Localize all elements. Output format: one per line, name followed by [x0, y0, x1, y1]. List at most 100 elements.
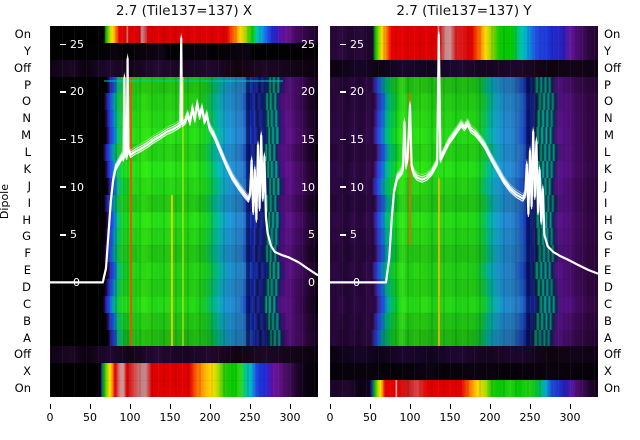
heatmap-row-off-19 — [50, 346, 318, 364]
power-tick-label: 15 — [70, 133, 84, 147]
overlay-trace — [105, 33, 268, 264]
rfi-streak — [399, 76, 405, 347]
dipole-row-label-i-10: I — [27, 195, 31, 210]
dipole-row-label-m-6: M — [21, 128, 31, 143]
overlay-trace — [388, 31, 545, 257]
power-tick-dash — [60, 138, 66, 141]
x-tick-label: 250 — [519, 411, 541, 424]
heatmap-row-off-2 — [50, 59, 318, 78]
dipole-row-label-n-5: N — [604, 111, 613, 126]
dipole-row-label-p-3: P — [604, 77, 611, 92]
dipole-tick-labels-right: On Y Off P O N M L K J I H G F E D C B A Off X On — [604, 26, 640, 397]
heatmap-row-h-11 — [330, 211, 598, 229]
power-overlay-line — [50, 33, 318, 284]
heatmap-row-h-11 — [50, 211, 318, 229]
power-tick-label: 5 — [70, 228, 77, 242]
x-axis-left-panel: 0 50 100 150 200 250 300 — [46, 397, 350, 440]
x-tick-label: 0 — [46, 411, 54, 424]
dipole-row-label-b-17: B — [604, 313, 612, 328]
x-tick-label: 200 — [479, 411, 501, 424]
x-tick-mark — [450, 404, 451, 409]
x-tick-mark — [570, 404, 571, 409]
heatmap-row-p-3 — [330, 76, 598, 95]
dipole-row-label-off-19: Off — [14, 347, 31, 362]
power-tick-label: 0 — [353, 275, 360, 289]
overlay-trace — [50, 37, 318, 284]
power-tick-dash — [340, 138, 346, 141]
x-tick-mark — [250, 404, 251, 409]
rfi-streak — [181, 76, 184, 347]
heatmap-panel-y-pol: 25 20 15 10 5 0 — [330, 26, 598, 397]
x-tick-label: 150 — [159, 411, 181, 424]
x-tick-mark — [130, 404, 131, 409]
dipole-row-label-j-9: J — [27, 178, 31, 193]
heatmap-row-m-6 — [330, 127, 598, 145]
dipole-row-label-g-12: G — [22, 229, 31, 244]
heatmap-row-c-16 — [330, 295, 598, 314]
heatmap-row-f-13 — [50, 245, 318, 263]
overlay-trace — [388, 36, 545, 262]
x-tick-mark — [410, 404, 411, 409]
heatmap-row-b-17 — [330, 312, 598, 331]
dipole-row-label-on-21: On — [604, 381, 621, 396]
heatmap-row-on-0 — [330, 26, 598, 44]
dipole-row-label-on-0: On — [14, 27, 31, 41]
heatmap-row-on-21 — [50, 380, 318, 397]
heatmap-row-l-7 — [50, 144, 318, 162]
power-tick-dash — [60, 186, 66, 188]
power-tick-label-right: 15 — [301, 133, 315, 147]
panel-y-title: 2.7 (Tile137=137) Y — [396, 3, 532, 19]
x-tick-label: 100 — [119, 411, 141, 424]
rfi-streak — [245, 76, 250, 347]
power-tick-label-right: 10 — [301, 180, 315, 194]
dipole-row-label-p-3: P — [24, 77, 31, 92]
dipole-row-label-c-16: C — [604, 296, 613, 311]
dipole-row-label-f-13: F — [24, 246, 31, 261]
heatmap-panel-x-pol: 25 25 20 20 15 15 10 10 5 5 0 0 — [50, 26, 318, 397]
heatmap-row-a-18 — [330, 329, 598, 347]
x-tick-mark — [170, 404, 171, 409]
x-tick-mark — [210, 404, 211, 409]
x-tick-mark — [50, 404, 51, 409]
dipole-row-label-h-11: H — [22, 212, 31, 227]
heatmap-row-b-17 — [50, 312, 318, 331]
heatmap-row-o-4 — [50, 93, 318, 111]
heatmap-row-on-21 — [330, 380, 598, 397]
x-tick-mark — [490, 404, 491, 409]
rfi-streak — [137, 76, 146, 347]
dipole-row-label-a-18: A — [23, 330, 31, 345]
heatmap-row-n-5 — [50, 110, 318, 128]
dipole-row-label-x-20: X — [23, 364, 31, 379]
dipole-row-label-c-16: C — [22, 296, 31, 311]
dipole-row-label-i-10: I — [604, 195, 608, 210]
rfi-streak — [437, 177, 440, 347]
power-tick-label: 25 — [350, 37, 364, 51]
x-tick-label: 300 — [559, 411, 581, 424]
power-tick-dash — [340, 91, 346, 93]
power-tick-dash — [340, 186, 346, 188]
dipole-row-label-o-4: O — [21, 94, 31, 109]
power-tick-dash — [60, 43, 66, 46]
x-tick-label: 50 — [83, 411, 97, 424]
dipole-row-label-e-14: E — [23, 263, 31, 278]
dipole-row-label-off-2: Off — [14, 60, 31, 75]
panel-x-title: 2.7 (Tile137=137) X — [115, 3, 253, 19]
heatmap-row-on-0 — [50, 26, 318, 44]
heatmap-row-x-20 — [50, 363, 318, 381]
x-tick-label: 100 — [399, 411, 421, 424]
x-axis-right-panel: 0 50 100 150 200 250 300 — [327, 397, 630, 440]
dipole-row-label-l-7: L — [24, 145, 31, 160]
x-tick-label: 50 — [363, 411, 377, 424]
x-tick-mark — [530, 404, 531, 409]
heatmap-row-y-1 — [50, 42, 318, 61]
dipole-row-label-off-2: Off — [604, 60, 621, 75]
dipole-row-label-d-15: D — [22, 279, 31, 294]
row-edge-stripe — [103, 79, 284, 82]
rfi-streak — [129, 76, 132, 347]
heatmap-row-g-12 — [50, 228, 318, 246]
heatmap-row-f-13 — [330, 245, 598, 263]
dipole-row-label-m-6: M — [604, 128, 614, 143]
heatmap-row-off-19 — [330, 346, 598, 364]
x-tick-label: 150 — [439, 411, 461, 424]
